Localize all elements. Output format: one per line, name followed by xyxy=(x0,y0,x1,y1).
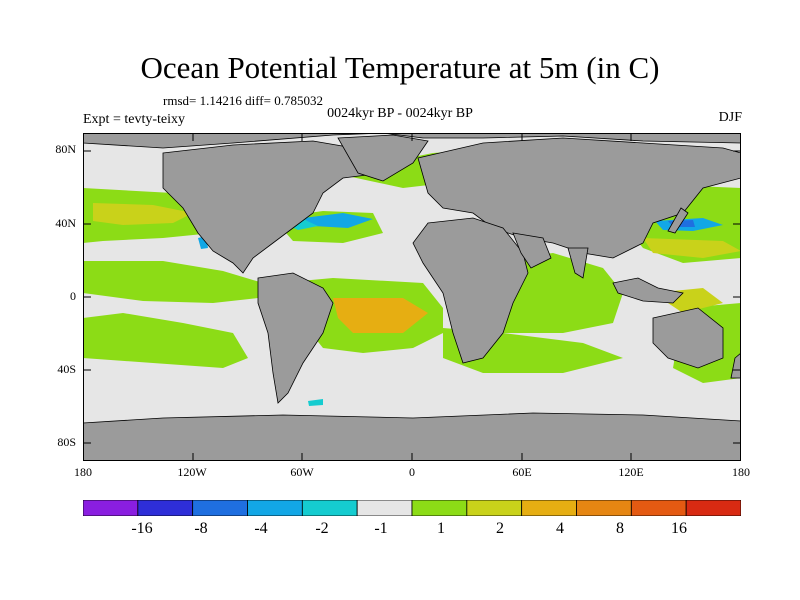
colorbar-box xyxy=(137,500,194,516)
colorbar xyxy=(83,500,741,516)
colorbar-label: -16 xyxy=(131,520,153,537)
colorbar-box xyxy=(83,500,139,516)
colorbar-label: 1 xyxy=(437,520,445,537)
colorbar-label: -8 xyxy=(194,520,208,537)
japan xyxy=(667,207,689,234)
lon-label-0: 0 xyxy=(409,465,415,479)
new-zealand xyxy=(730,352,741,379)
lon-label-60w: 60W xyxy=(290,465,314,479)
arctic-sea-ice xyxy=(83,133,741,149)
colorbar-box xyxy=(356,500,413,516)
anomaly-south-pacific-green xyxy=(83,313,248,368)
lon-label-120e: 120E xyxy=(618,465,644,479)
anomaly-north-atlantic-blue xyxy=(303,213,373,228)
antarctica xyxy=(83,412,741,461)
anomaly-south-atlantic-orange xyxy=(333,298,428,333)
colorbar-label: 16 xyxy=(671,520,687,537)
greenland xyxy=(337,134,429,182)
lat-label-80n: 80N xyxy=(55,142,76,156)
anomaly-patagonia-cyan xyxy=(308,399,323,406)
south-america xyxy=(257,272,334,404)
world-map xyxy=(83,133,741,461)
lat-label-40s: 40S xyxy=(57,362,76,376)
colorbar-label: 8 xyxy=(616,520,624,537)
colorbar-box xyxy=(521,500,577,516)
colorbar-box xyxy=(301,500,358,516)
lon-label-120w: 120W xyxy=(177,465,207,479)
anomaly-equatorial-pacific-green xyxy=(83,261,263,303)
lat-label-40n: 40N xyxy=(55,216,76,230)
lat-label-0: 0 xyxy=(70,289,76,303)
anomaly-north-west-pacific-yellow xyxy=(643,238,741,258)
lon-label-180w: 180 xyxy=(74,465,92,479)
colorbar-box xyxy=(411,500,468,516)
season-label: DJF xyxy=(718,110,742,125)
colorbar-box xyxy=(630,500,687,516)
india xyxy=(567,247,589,279)
lat-label-80s: 80S xyxy=(57,435,76,449)
colorbar-box xyxy=(685,500,741,516)
colorbar-box xyxy=(466,500,523,516)
colorbar-label: -2 xyxy=(315,520,329,537)
lon-label-180e: 180 xyxy=(732,465,750,479)
arabia xyxy=(512,232,552,269)
lon-label-60e: 60E xyxy=(512,465,532,479)
australia xyxy=(652,307,724,369)
colorbar-label: 2 xyxy=(496,520,504,537)
land-masses xyxy=(83,133,741,461)
map-title: Ocean Potential Temperature at 5m (in C) xyxy=(140,50,660,85)
indonesia xyxy=(612,277,684,304)
period-label: 0024kyr BP - 0024kyr BP xyxy=(327,106,473,121)
axis-ticks xyxy=(83,133,741,461)
anomaly-north-pacific-yellow xyxy=(93,203,193,225)
colorbar-label: -4 xyxy=(254,520,268,537)
stats-label: rmsd= 1.14216 diff= 0.785032 xyxy=(163,93,323,108)
colorbar-box xyxy=(576,500,632,516)
colorbar-label: -1 xyxy=(374,520,388,537)
colorbar-box xyxy=(247,500,303,516)
colorbar-box xyxy=(192,500,248,516)
experiment-label: Expt = tevty-teixy xyxy=(83,112,185,127)
africa xyxy=(412,217,529,364)
colorbar-label: 4 xyxy=(556,520,564,537)
